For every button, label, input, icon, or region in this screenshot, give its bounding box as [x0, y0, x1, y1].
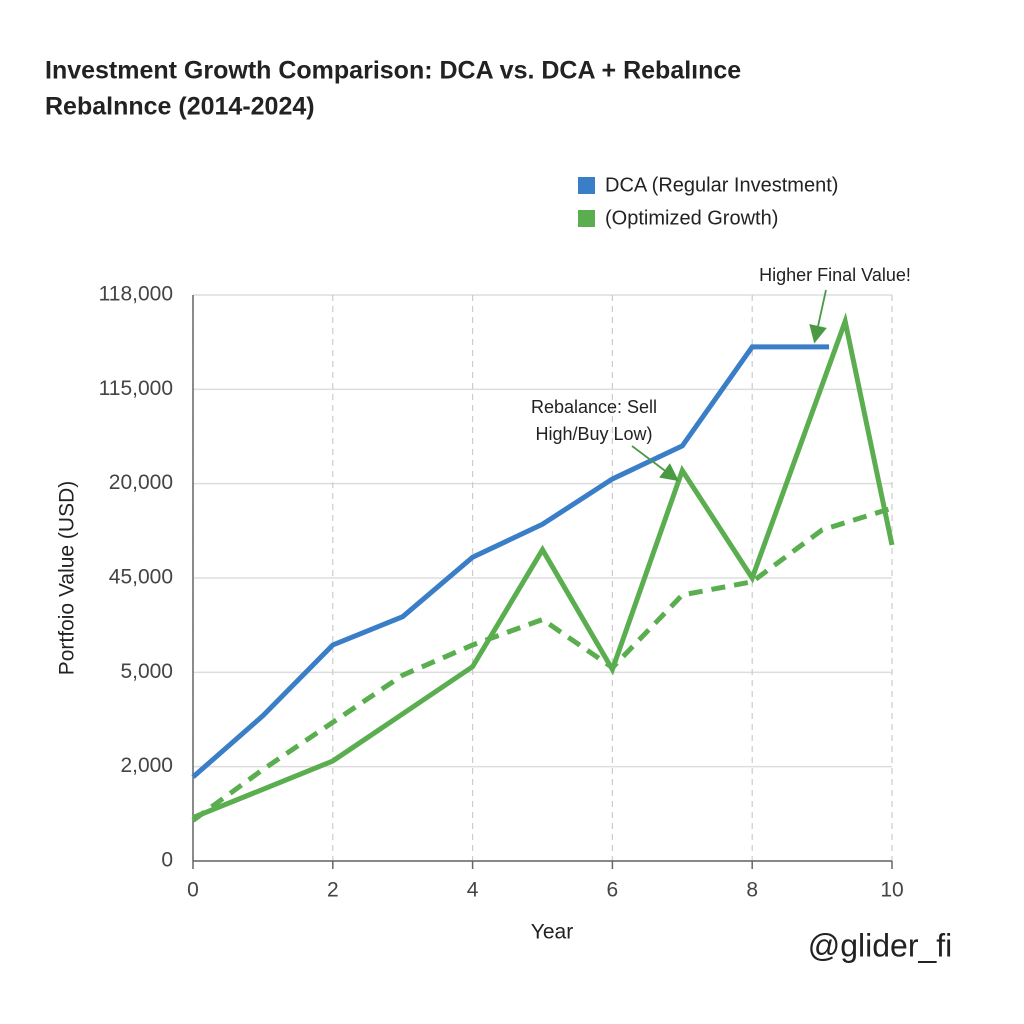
legend-label: DCA (Regular Investment) — [605, 174, 838, 196]
x-tick-label: 8 — [746, 879, 758, 902]
annotation: High/Buy Low) — [535, 424, 652, 444]
y-tick-label: 118,000 — [99, 283, 173, 306]
y-tick-label: 2,000 — [120, 754, 173, 777]
watermark: @glider_fi — [808, 927, 953, 963]
x-tick-label: 6 — [607, 879, 619, 902]
annotation-arrow — [631, 445, 679, 482]
y-axis-label: Portfoio Value (USD) — [56, 481, 79, 676]
line — [191, 505, 893, 823]
y-tick-label: 0 — [161, 849, 173, 872]
y-tick-label: 20,000 — [109, 471, 173, 494]
legend-swatch — [578, 210, 595, 227]
chart-title: Investment Growth Comparison: DCA vs. DC… — [45, 57, 741, 85]
x-tick-label: 2 — [327, 879, 339, 902]
x-tick-label: 4 — [467, 879, 479, 902]
y-tick-label: 115,000 — [99, 377, 173, 400]
x-tick-label: 0 — [187, 879, 199, 902]
x-axis-label: Year — [531, 921, 573, 944]
annotation: Higher Final Value! — [759, 265, 911, 285]
y-tick-label: 45,000 — [109, 566, 173, 589]
annotation: Rebalance: Sell — [531, 397, 657, 417]
y-tick-label: 5,000 — [120, 660, 173, 683]
legend-label: (Optimized Growth) — [605, 207, 778, 229]
legend-swatch — [578, 177, 595, 194]
line — [191, 344, 830, 779]
chart-title: Rebalnnce (2014-2024) — [45, 93, 315, 121]
annotation-arrow — [809, 289, 827, 344]
x-tick-label: 10 — [880, 879, 903, 902]
